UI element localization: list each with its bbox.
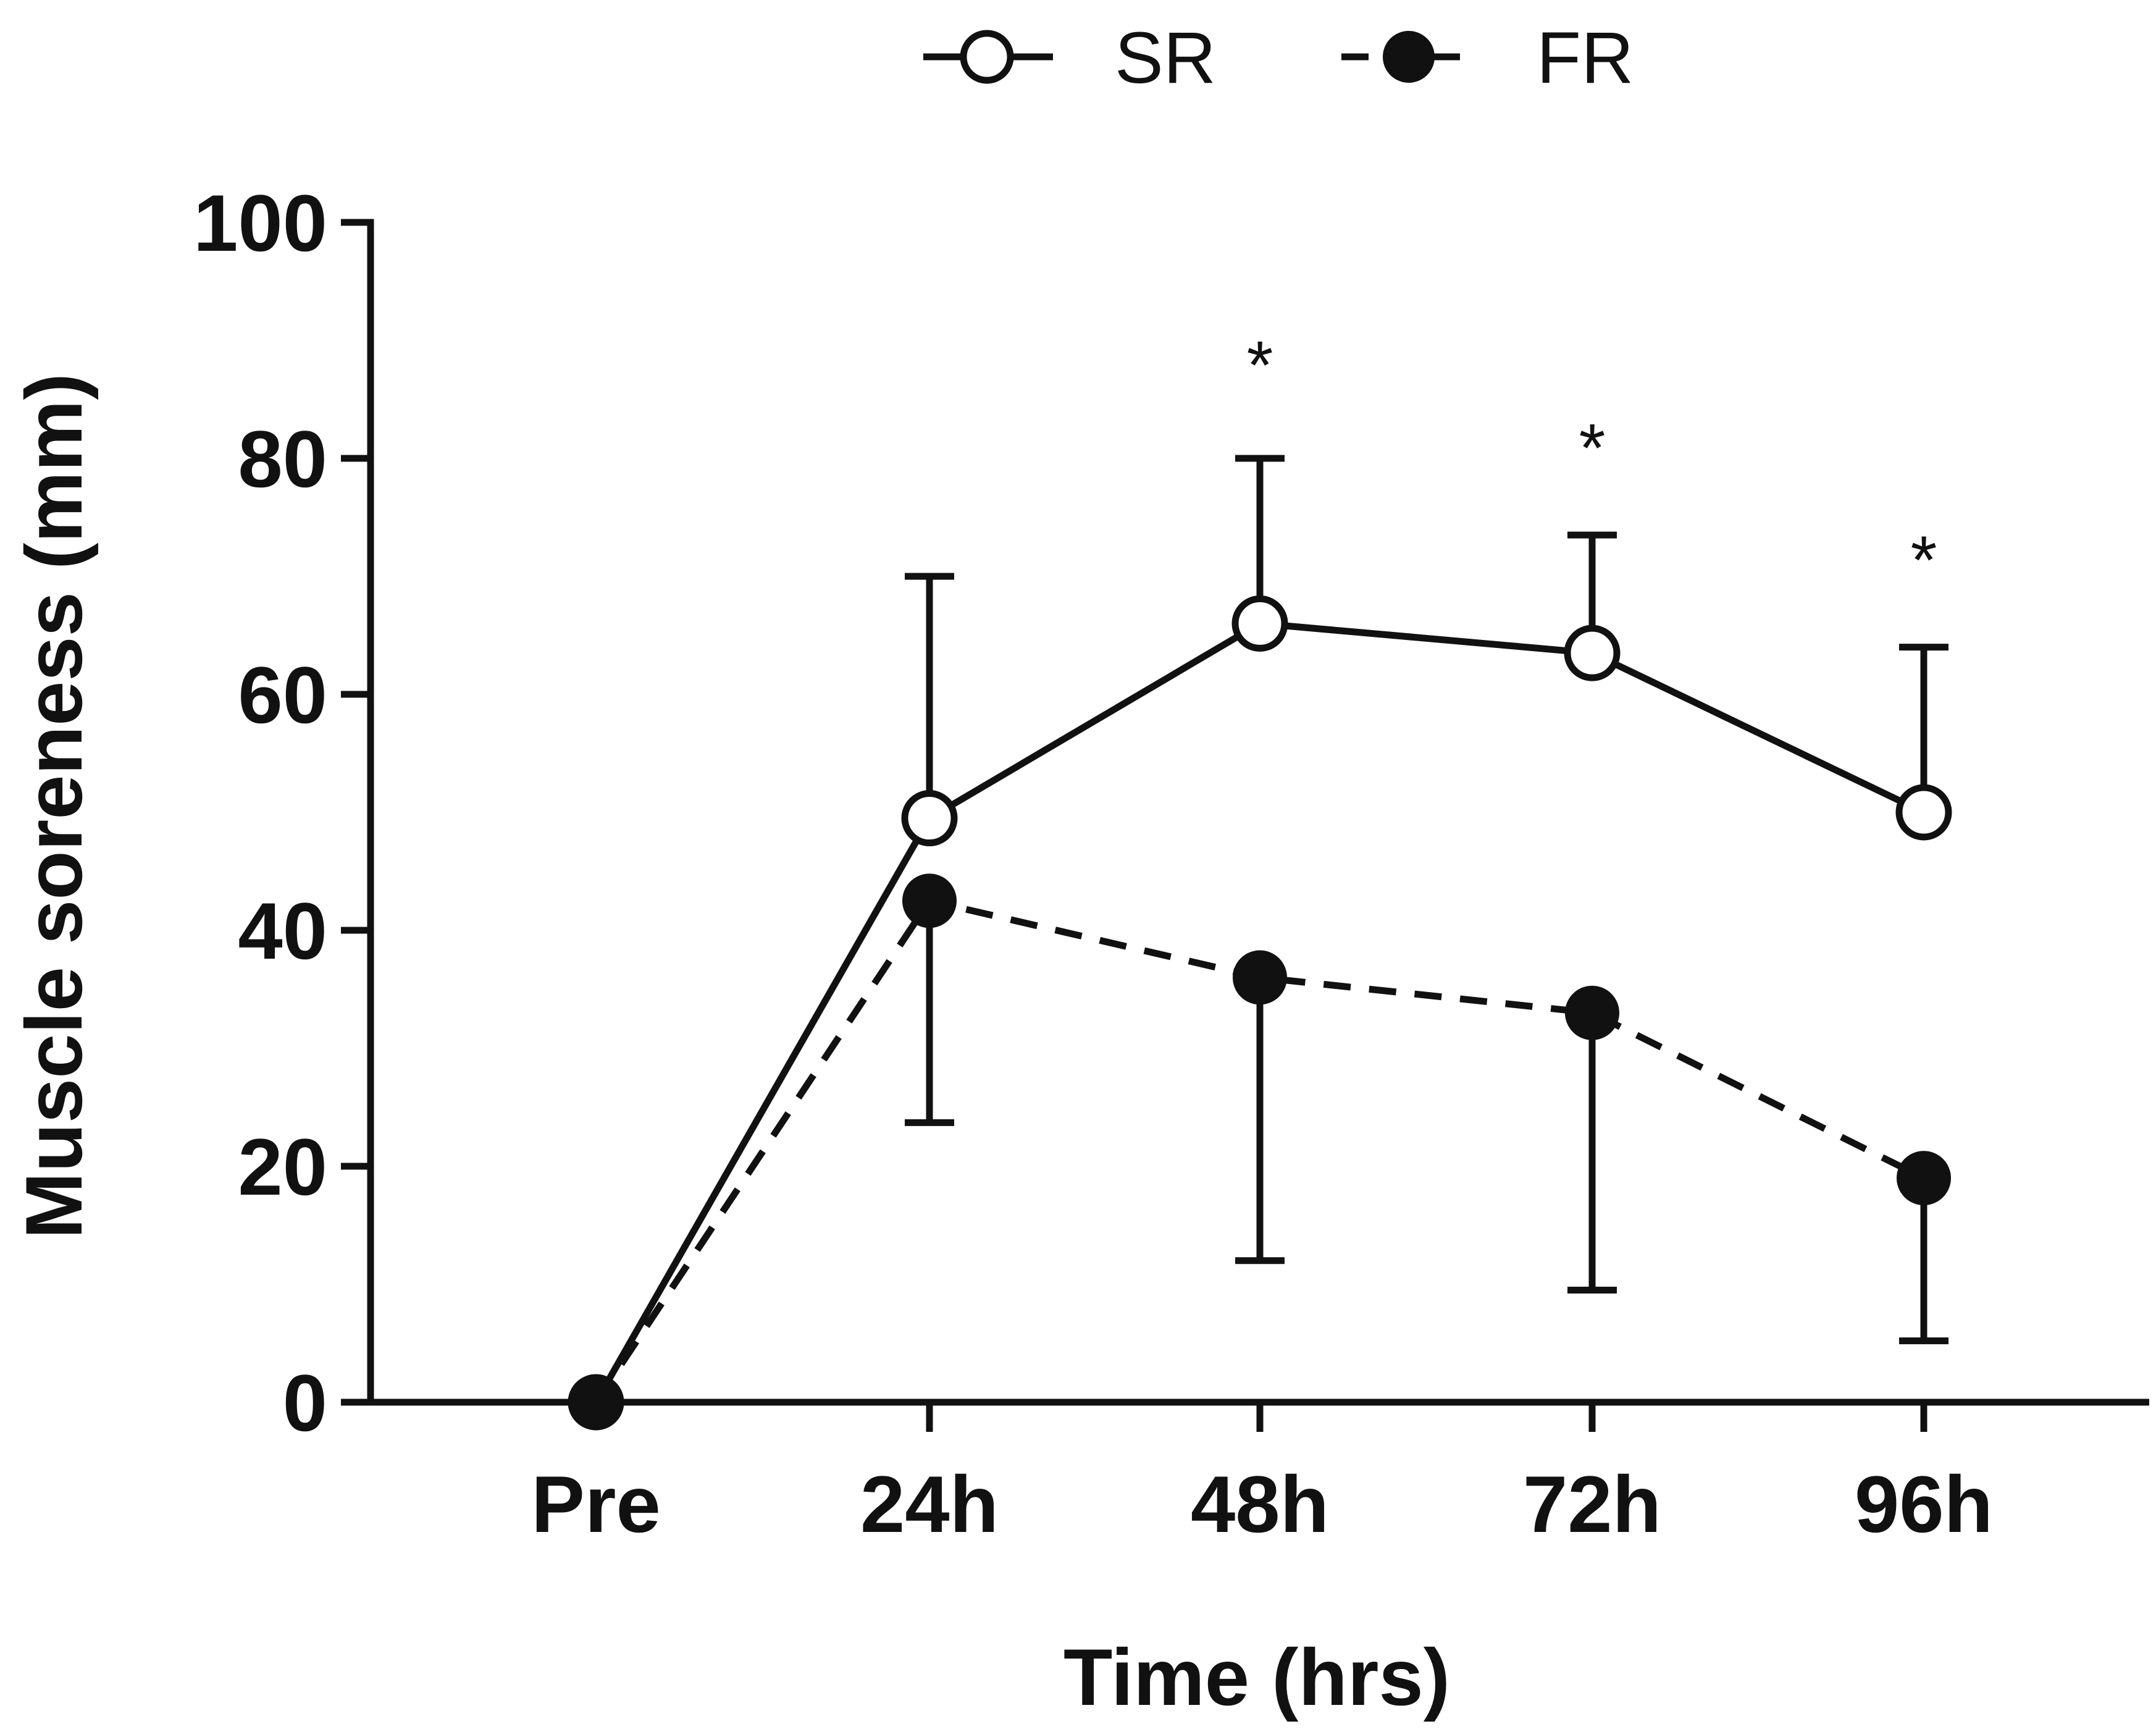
significance-marker: * [1247, 327, 1273, 403]
data-point [1233, 950, 1287, 1005]
series-layer [568, 455, 1952, 1431]
legend: SR FR [923, 17, 1634, 99]
series-fr [569, 873, 1951, 1429]
data-point [1895, 784, 1952, 841]
legend-label-sr: SR [1115, 17, 1216, 99]
data-point [1897, 1151, 1951, 1206]
legend-label-fr: FR [1537, 17, 1634, 99]
x-tick-label: 24h [860, 1459, 999, 1549]
annotation-layer: * * * [1247, 327, 1937, 598]
x-tick-label: 96h [1855, 1459, 1993, 1549]
x-tick-label: 72h [1523, 1459, 1661, 1549]
x-tick-label: 48h [1191, 1459, 1329, 1549]
data-point [902, 873, 957, 928]
y-tick-label: 20 [238, 1122, 327, 1212]
y-tick-label: 80 [238, 414, 327, 504]
data-point [569, 1375, 623, 1429]
y-tick-label: 100 [193, 178, 327, 268]
legend-marker-sr [960, 30, 1014, 84]
data-point [1564, 625, 1621, 681]
significance-marker: * [1579, 410, 1606, 486]
series-sr [568, 455, 1952, 1431]
y-axis-title: Muscle soreness (mm) [9, 373, 99, 1239]
y-tick-label: 0 [283, 1358, 327, 1448]
y-tick-label: 60 [238, 650, 327, 740]
y-tick-label: 40 [238, 886, 327, 976]
x-axis-title: Time (hrs) [1063, 1632, 1450, 1722]
axes: 0 20 40 60 80 100 Pre 24h 48h 72h 96h [193, 178, 2149, 1549]
data-point [901, 790, 958, 847]
legend-marker-fr [1383, 31, 1435, 83]
significance-marker: * [1911, 522, 1937, 598]
data-point [1231, 595, 1288, 652]
data-point [1565, 985, 1619, 1040]
x-tick-label: Pre [531, 1459, 661, 1549]
